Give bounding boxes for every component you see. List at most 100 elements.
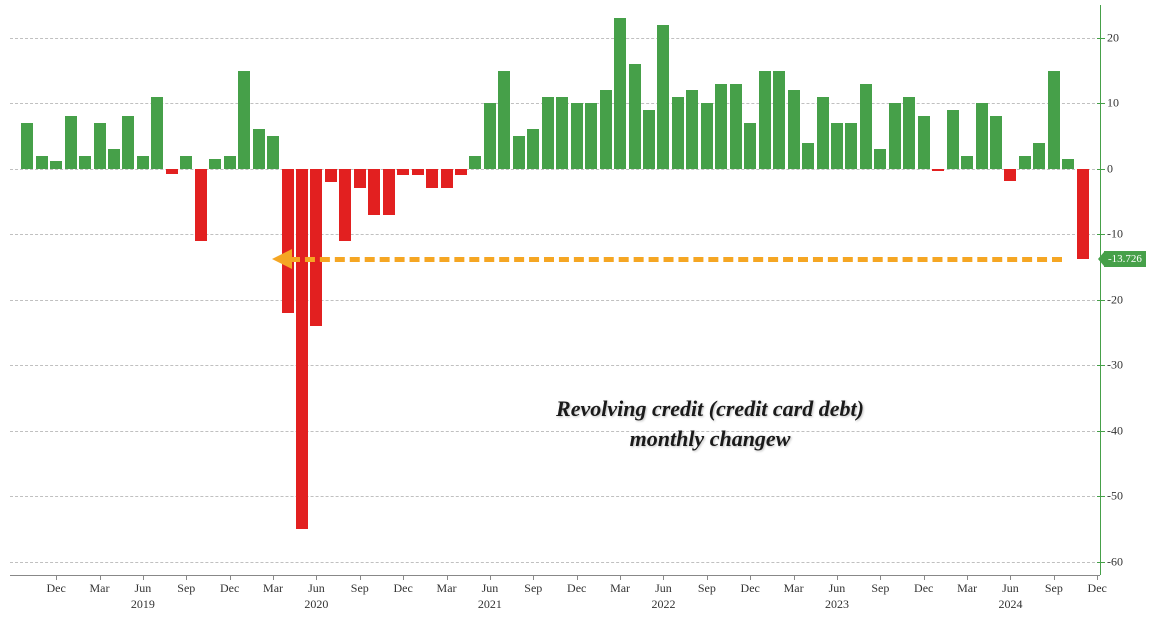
bar (643, 110, 655, 169)
bar (701, 103, 713, 169)
x-tick (230, 575, 231, 580)
x-tick (707, 575, 708, 580)
gridline (10, 38, 1100, 39)
bar (166, 169, 178, 174)
flag-label: -13.726 (1108, 253, 1142, 265)
bar (195, 169, 207, 241)
bar (556, 97, 568, 169)
bar (310, 169, 322, 326)
x-month-label: Dec (394, 581, 413, 596)
bar (94, 123, 106, 169)
x-month-label: Mar (784, 581, 804, 596)
gridline (10, 562, 1100, 563)
x-tick (794, 575, 795, 580)
bar (325, 169, 337, 182)
y-tick-label: -60 (1107, 554, 1123, 569)
x-year-label: 2021 (478, 597, 502, 612)
x-tick (143, 575, 144, 580)
y-tick (1097, 234, 1105, 235)
x-tick (273, 575, 274, 580)
gridline (10, 365, 1100, 366)
x-tick (967, 575, 968, 580)
bar (383, 169, 395, 215)
annotation-arrow-head (272, 249, 292, 269)
x-axis: DecMarJunSepDecMarJunSepDecMarJunSepDecM… (10, 575, 1100, 625)
bar (21, 123, 33, 169)
bar (1062, 159, 1074, 169)
bar (224, 156, 236, 169)
bar (715, 84, 727, 169)
y-tick (1097, 431, 1105, 432)
y-tick-label: -40 (1107, 423, 1123, 438)
x-tick (56, 575, 57, 580)
x-month-label: Jun (308, 581, 325, 596)
bar (1033, 143, 1045, 169)
bar (137, 156, 149, 169)
bar (990, 116, 1002, 168)
x-tick (577, 575, 578, 580)
bar (282, 169, 294, 313)
bar (79, 156, 91, 169)
bar (788, 90, 800, 169)
x-month-label: Jun (482, 581, 499, 596)
x-month-label: Mar (957, 581, 977, 596)
x-tick (837, 575, 838, 580)
bar (571, 103, 583, 169)
bar (151, 97, 163, 169)
y-tick-label: 0 (1107, 161, 1113, 176)
x-month-label: Sep (524, 581, 542, 596)
y-tick-label: -30 (1107, 358, 1123, 373)
x-tick (403, 575, 404, 580)
bar (50, 161, 62, 169)
bar (253, 129, 265, 168)
x-month-label: Mar (263, 581, 283, 596)
x-year-label: 2024 (998, 597, 1022, 612)
x-month-label: Dec (220, 581, 239, 596)
bar (65, 116, 77, 168)
y-tick-label: 10 (1107, 96, 1119, 111)
x-tick (750, 575, 751, 580)
bar (817, 97, 829, 169)
x-month-label: Jun (655, 581, 672, 596)
plot-area (10, 5, 1100, 576)
bar (874, 149, 886, 169)
y-tick (1097, 365, 1105, 366)
x-tick (1054, 575, 1055, 580)
x-month-label: Sep (1045, 581, 1063, 596)
gridline (10, 300, 1100, 301)
bar (397, 169, 409, 176)
y-tick-label: -20 (1107, 292, 1123, 307)
bar (455, 169, 467, 176)
bar (426, 169, 438, 189)
chart-container: 20100-10-20-30-40-50-60 DecMarJunSepDecM… (0, 0, 1149, 629)
x-tick (316, 575, 317, 580)
bar (339, 169, 351, 241)
bar (600, 90, 612, 169)
bar (759, 71, 771, 169)
x-tick (533, 575, 534, 580)
bar (542, 97, 554, 169)
bar (513, 136, 525, 169)
x-year-label: 2019 (131, 597, 155, 612)
x-month-label: Mar (90, 581, 110, 596)
x-month-label: Jun (829, 581, 846, 596)
bar (976, 103, 988, 169)
bar (498, 71, 510, 169)
x-tick (880, 575, 881, 580)
x-tick (924, 575, 925, 580)
x-month-label: Sep (177, 581, 195, 596)
x-tick (447, 575, 448, 580)
bar (469, 156, 481, 169)
y-tick (1097, 38, 1105, 39)
bar (932, 169, 944, 172)
annotation-line2: monthly changew (500, 425, 920, 454)
x-year-label: 2020 (304, 597, 328, 612)
y-tick (1097, 169, 1105, 170)
bar (412, 169, 424, 176)
y-tick-label: 20 (1107, 30, 1119, 45)
x-tick (620, 575, 621, 580)
bar (802, 143, 814, 169)
bar (1004, 169, 1016, 181)
bar (773, 71, 785, 169)
bar (267, 136, 279, 169)
